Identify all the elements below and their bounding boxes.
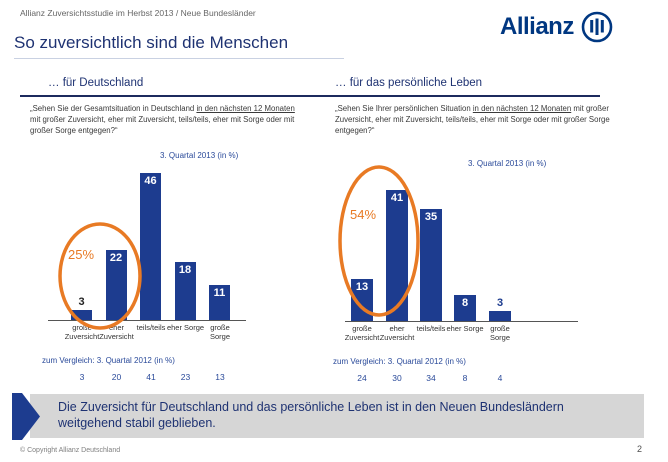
- page-title: So zuversichtlich sind die Menschen: [14, 33, 289, 52]
- bar-chart-deutschland: 3 große Zuversicht 3 22 eher Zuversicht 20…: [48, 165, 246, 382]
- allianz-circle-icon: [581, 11, 613, 43]
- category-line: große: [210, 323, 230, 332]
- bar-group-teils-teils: 46 teils/teils 41: [137, 165, 165, 382]
- allianz-logo-wordmark: Allianz: [500, 13, 574, 40]
- page-number: 2: [636, 444, 642, 454]
- bar-value-label: 3: [78, 296, 85, 308]
- category-line: Zuversicht: [344, 333, 380, 343]
- bar: [489, 311, 511, 321]
- category-label: eher Sorge: [160, 323, 212, 332]
- comparison-value: 8: [462, 373, 468, 383]
- question-text: mit großer Zuversicht, eher mit Zuversic…: [30, 115, 295, 136]
- category-label: teils/teils: [405, 324, 457, 333]
- comparison-value: 30: [392, 373, 402, 383]
- bar-chart-persoenliches-leben: 13 große Zuversicht 24 41 eher Zuversicht …: [345, 166, 578, 383]
- category-line: große: [352, 324, 372, 333]
- section-divider: [20, 95, 600, 97]
- category-line: teils/teils: [136, 323, 166, 332]
- question-text: mit großer Zuversicht, eher mit Zuversic…: [335, 104, 610, 136]
- bar-group-eher-sorge: 8 eher Sorge 8: [446, 166, 484, 383]
- bar-group-grosse-zuversicht: 3 große Zuversicht 3: [65, 165, 100, 382]
- comparison-label-left: zum Vergleich: 3. Quartal 2012 (in %): [42, 356, 175, 365]
- comparison-value: 34: [426, 373, 436, 383]
- bar-group-grosse-sorge: 3 große Sorge 4: [489, 166, 511, 383]
- comparison-value: 3: [79, 372, 85, 382]
- bar-value-label: 35: [424, 211, 438, 223]
- category-line: Zuversicht: [379, 333, 415, 343]
- section-heading-persoenliches-leben: … für das persönliche Leben: [335, 77, 483, 89]
- category-line: teils/teils: [416, 324, 446, 333]
- category-label: eher Sorge: [439, 324, 491, 333]
- bar-value-label: 11: [213, 286, 226, 299]
- bar: 46: [140, 172, 161, 320]
- takeaway-arrow-icon: [12, 393, 40, 440]
- question-deutschland: „Sehen Sie der Gesamtsituation in Deutsc…: [30, 103, 304, 136]
- bar-group-eher-zuversicht: 41 eher Zuversicht 30: [380, 166, 414, 383]
- category-line: Sorge: [209, 332, 230, 342]
- comparison-value: 24: [357, 373, 367, 383]
- bar-value-label: 18: [178, 264, 192, 277]
- title-divider: [14, 58, 344, 59]
- bar: 41: [386, 189, 408, 321]
- bar-group-eher-zuversicht: 22 eher Zuversicht 20: [99, 165, 134, 382]
- bar-value-label: 8: [461, 297, 469, 310]
- category-label: große Zuversicht: [336, 324, 388, 343]
- category-line: Zuversicht: [99, 332, 134, 342]
- chart-subtitle-right: 3. Quartal 2013 (in %): [468, 159, 547, 168]
- category-label: große Sorge: [194, 323, 246, 342]
- category-line: Zuversicht: [64, 332, 100, 342]
- category-label: große Sorge: [474, 324, 526, 343]
- category-label: teils/teils: [125, 323, 177, 332]
- category-line: große: [72, 323, 92, 332]
- category-line: Sorge: [489, 333, 510, 343]
- allianz-logo: Allianz: [500, 10, 614, 44]
- footer-copyright: © Copyright Allianz Deutschland: [20, 447, 121, 454]
- comparison-label-right: zum Vergleich: 3. Quartal 2012 (in %): [333, 357, 466, 366]
- question-underlined-text: in den nächsten 12 Monaten: [472, 104, 572, 113]
- bar-group-teils-teils: 35 teils/teils 34: [417, 166, 445, 383]
- comparison-value: 13: [215, 372, 225, 382]
- category-line: eher: [108, 323, 124, 332]
- bar-value-label: 22: [109, 251, 123, 264]
- category-line: große: [490, 324, 510, 333]
- bar-group-eher-sorge: 18 eher Sorge 23: [167, 165, 204, 382]
- takeaway-text: Die Zuversicht für Deutschland und das p…: [58, 400, 564, 431]
- highlight-percentage-right: 54%: [350, 207, 377, 222]
- comparison-value: 41: [146, 372, 156, 382]
- comparison-value: 20: [111, 372, 122, 382]
- comparison-value: 23: [180, 372, 191, 382]
- bar: 11: [209, 284, 230, 320]
- bar-group-grosse-zuversicht: 13 große Zuversicht 24: [345, 166, 379, 383]
- section-heading-deutschland: … für Deutschland: [48, 77, 144, 89]
- chart-subtitle-left: 3. Quartal 2013 (in %): [160, 151, 239, 160]
- bar: 8: [454, 295, 476, 321]
- bar: [71, 310, 92, 320]
- question-text: „Sehen Sie Ihrer persönlichen Situation: [335, 104, 473, 113]
- bar-value-label: 3: [496, 297, 504, 309]
- bar: 22: [105, 249, 127, 320]
- category-line: eher Sorge: [166, 323, 205, 332]
- category-line: eher Sorge: [446, 324, 484, 333]
- bar-value-label: 46: [144, 174, 157, 187]
- bar-value-label: 41: [390, 191, 404, 204]
- takeaway-box: Die Zuversicht für Deutschland und das p…: [30, 394, 644, 438]
- bar-group-grosse-sorge: 11 große Sorge 13: [209, 165, 230, 382]
- category-label: eher Zuversicht: [371, 324, 423, 343]
- category-line: eher: [389, 324, 405, 333]
- highlight-percentage-left: 25%: [68, 247, 95, 262]
- bar-value-label: 13: [355, 281, 369, 294]
- question-persoenliches-leben: „Sehen Sie Ihrer persönlichen Situation …: [335, 103, 617, 136]
- bar: 35: [420, 209, 442, 321]
- comparison-value: 4: [497, 373, 503, 383]
- question-underlined-text: in den nächsten 12 Monaten: [196, 104, 295, 113]
- bar: 18: [174, 262, 196, 320]
- question-text: „Sehen Sie der Gesamtsituation in Deutsc…: [30, 104, 197, 113]
- slide-header-text: Allianz Zuversichtsstudie im Herbst 2013…: [20, 8, 256, 18]
- bar: 13: [351, 279, 373, 321]
